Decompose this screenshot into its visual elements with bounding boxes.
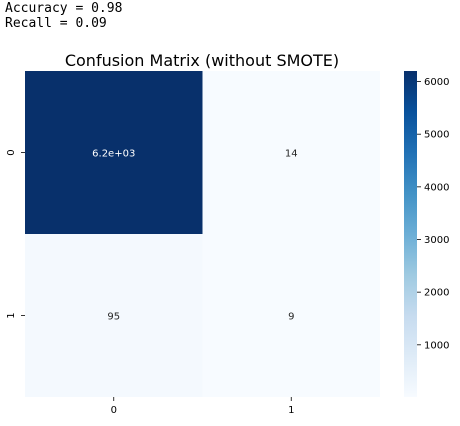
y-tick-label-0: 0 <box>6 149 17 155</box>
heatmap-cells <box>25 71 380 397</box>
heatmap-cell-1-0 <box>25 234 203 397</box>
x-tick-label-1: 1 <box>288 405 294 416</box>
cell-annotation-0-0: 6.2e+03 <box>92 149 135 160</box>
cell-annotation-0-1: 14 <box>285 149 298 160</box>
colorbar-tick-label-2: 3000 <box>424 235 449 246</box>
colorbar-ticks: 1000 2000 3000 4000 5000 6000 <box>417 77 449 351</box>
heatmap-cell-1-1 <box>202 234 380 397</box>
y-tick-label-1: 1 <box>6 312 17 318</box>
accuracy-text: Accuracy = 0.98 <box>5 1 123 16</box>
colorbar <box>404 71 417 397</box>
recall-text: Recall = 0.09 <box>5 16 107 31</box>
colorbar-tick-label-5: 6000 <box>424 77 449 88</box>
colorbar-tick-label-1: 2000 <box>424 288 449 299</box>
cell-annotation-1-0: 95 <box>107 312 120 323</box>
y-axis: 01 <box>6 149 25 319</box>
heatmap-cell-0-1 <box>202 71 380 234</box>
colorbar-tick-label-0: 1000 <box>424 340 449 351</box>
cell-annotation-1-1: 9 <box>288 312 294 323</box>
heatmap-cell-0-0 <box>25 71 203 234</box>
colorbar-tick-label-3: 4000 <box>424 182 449 193</box>
console-output: Accuracy = 0.98 Recall = 0.09 <box>5 1 122 31</box>
cell-annotations: 6.2e+03 14 95 9 <box>92 149 297 323</box>
chart-title: Confusion Matrix (without SMOTE) <box>65 51 339 70</box>
colorbar-tick-label-4: 5000 <box>424 130 449 141</box>
x-tick-label-0: 0 <box>111 405 117 416</box>
